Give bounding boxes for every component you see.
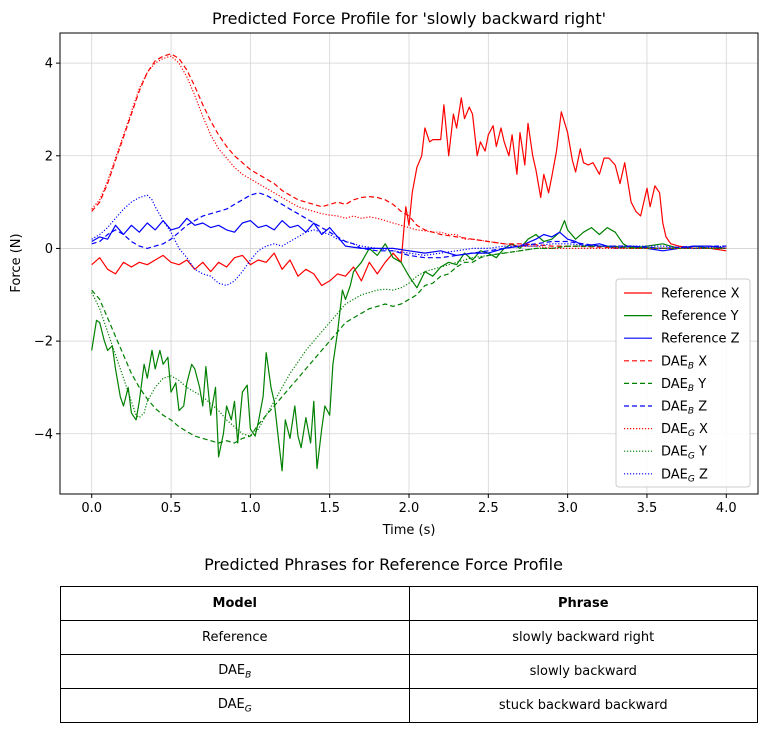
series-line-dae-g-y (91, 245, 727, 437)
model-cell: Reference (60, 620, 410, 655)
y-tick-label: −4 (34, 427, 53, 442)
legend-label: DAEB X (661, 354, 707, 371)
phrase-table: Model Phrase Reference slowly backward ri… (60, 586, 758, 723)
series-line-dae-g-z (91, 194, 727, 287)
series-line-reference-x (91, 97, 727, 287)
legend: Reference X Reference Y Reference Z DAEB X D… (615, 278, 751, 488)
model-cell: DAEG (60, 688, 410, 723)
legend-label: Reference Y (661, 309, 739, 324)
legend-label: Reference X (661, 287, 740, 302)
x-axis-label: Time (s) (382, 523, 436, 538)
x-tick-label: 2.5 (478, 501, 499, 516)
x-tick-label: 0.5 (161, 501, 182, 516)
grid (60, 33, 758, 494)
x-tick-label: 1.0 (240, 501, 261, 516)
x-tick-label: 1.5 (319, 501, 340, 516)
legend-label: DAEG X (661, 422, 708, 439)
series-line-dae-b-z (91, 192, 727, 259)
legend-label: DAEG Z (661, 467, 708, 484)
x-tick-label: 3.5 (637, 501, 658, 516)
header-model: Model (60, 586, 410, 621)
y-tick-label: 2 (45, 149, 53, 164)
table-row: DAEB slowly backward (60, 654, 758, 689)
table-title: Predicted Phrases for Reference Force Pr… (204, 555, 563, 574)
x-tick-label: 4.0 (716, 501, 737, 516)
series-line-reference-z (91, 217, 727, 256)
legend-label: DAEB Z (661, 400, 707, 417)
phrase-cell: slowly backward right (408, 620, 758, 655)
series-line-dae-b-x (91, 53, 727, 249)
table-row: DAEG stuck backward backward (60, 688, 758, 723)
y-tick-label: 4 (45, 57, 53, 72)
table-header-row: Model Phrase (60, 586, 758, 621)
phrase-cell: stuck backward backward (408, 688, 758, 723)
legend-label: DAEB Y (661, 377, 706, 394)
series-line-reference-y (91, 220, 727, 472)
table-row: Reference slowly backward right (60, 620, 758, 655)
plot-lines (91, 53, 727, 472)
series-line-dae-b-y (91, 245, 727, 444)
chart-title: Predicted Force Profile for 'slowly back… (212, 9, 606, 28)
legend-box (615, 278, 751, 488)
y-tick-label: −2 (34, 335, 53, 350)
model-cell: DAEB (60, 654, 410, 689)
force-profile-chart: Predicted Force Profile for 'slowly back… (9, 9, 759, 538)
x-tick-label: 3.0 (557, 501, 578, 516)
axis-ticks: 0.0 0.5 1.0 1.5 2.0 2.5 3.0 3.5 4.0 −4 −2 0 2 4 (34, 57, 737, 516)
phrase-cell: slowly backward (408, 654, 758, 689)
legend-label: Reference Z (661, 332, 740, 347)
y-axis-label: Force (N) (9, 233, 24, 292)
x-tick-label: 2.0 (399, 501, 420, 516)
series-line-dae-g-x (91, 55, 727, 249)
header-phrase: Phrase (408, 586, 758, 621)
y-tick-label: 0 (45, 242, 53, 257)
x-tick-label: 0.0 (81, 501, 102, 516)
legend-label: DAEG Y (661, 445, 707, 462)
